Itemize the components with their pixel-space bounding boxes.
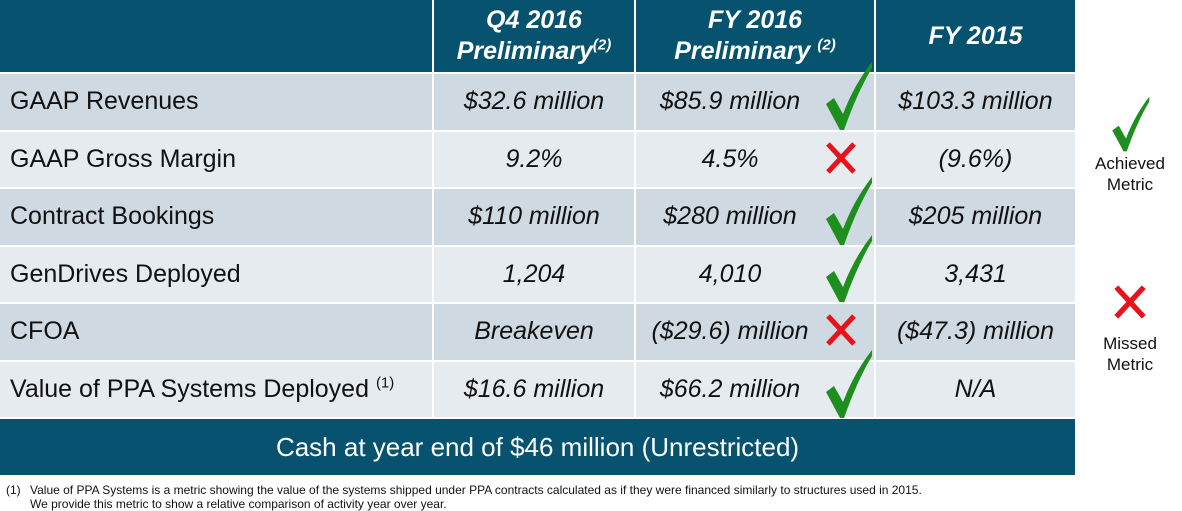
checkmark-icon	[826, 234, 872, 303]
header-fy-2016-note: (2)	[817, 36, 836, 54]
metric-name: Value of PPA Systems Deployed	[10, 374, 369, 403]
metric-name-cell: Contract Bookings	[0, 187, 432, 245]
header-q4-2016-line1: Q4 2016	[486, 6, 582, 34]
header-fy-2016-line1: FY 2016	[707, 6, 803, 34]
table-row: GAAP Revenues $32.6 million $85.9 million $…	[0, 62, 1075, 130]
table-header-row: Q4 2016 Preliminary(2) FY 2016 Prelimina…	[0, 0, 1075, 72]
header-q4-2016-line2: Preliminary	[456, 37, 593, 65]
metric-name: GAAP Gross Margin	[10, 144, 237, 173]
legend-missed-line2: Metric	[1106, 355, 1154, 374]
fy-2015-value: N/A	[874, 359, 1075, 417]
fy-2015-value: 3,431	[874, 244, 1075, 302]
metric-name-cell: GenDrives Deployed	[0, 244, 432, 302]
table-row: Value of PPA Systems Deployed (1) $16.6 m…	[0, 349, 1075, 418]
metric-name-cell: GAAP Revenues	[0, 72, 432, 130]
fy-2016-value: ($29.6) million	[651, 317, 809, 346]
x-mark-icon	[826, 141, 856, 174]
q4-2016-value: 9.2%	[432, 129, 634, 187]
header-fy-2016: FY 2016 Preliminary (2)	[634, 0, 874, 72]
x-mark-icon	[1114, 285, 1146, 319]
q4-2016-value: $110 million	[432, 187, 634, 245]
fy-2016-value: $66.2 million	[659, 374, 801, 403]
footnote: (1) Value of PPA Systems is a metric show…	[6, 483, 922, 511]
metric-name: Contract Bookings	[10, 202, 215, 231]
x-mark-icon	[826, 314, 856, 346]
checkmark-icon	[826, 177, 872, 245]
checkmark-icon	[1112, 96, 1150, 152]
legend-achieved: Achieved Metric	[1080, 95, 1180, 195]
header-fy-2015-label: FY 2015	[928, 21, 1023, 50]
fy-2016-cell: 4,010	[634, 234, 874, 303]
q4-2016-value: $16.6 million	[432, 359, 634, 417]
fy-2016-value: $85.9 million	[659, 87, 801, 116]
fy-2016-cell: $66.2 million	[634, 349, 874, 418]
metrics-table: Q4 2016 Preliminary(2) FY 2016 Prelimina…	[0, 0, 1075, 418]
q4-2016-value: $32.6 million	[432, 72, 634, 130]
legend-missed: Missed Metric	[1080, 283, 1180, 375]
header-q4-2016-note: (2)	[592, 36, 612, 54]
fy-2015-value: $103.3 million	[874, 72, 1075, 130]
header-q4-2016: Q4 2016 Preliminary(2)	[432, 0, 634, 72]
legend-achieved-line1: Achieved	[1095, 154, 1165, 173]
fy-2016-value: 4.5%	[701, 144, 759, 173]
fy-2015-value: ($47.3) million	[874, 302, 1075, 360]
table-row: GenDrives Deployed 1,204 4,010 3,431	[0, 234, 1075, 303]
fy-2016-value: 4,010	[698, 259, 762, 288]
header-fy-2015: FY 2015	[874, 0, 1075, 72]
fy-2016-cell: $85.9 million	[634, 62, 874, 130]
metric-name-cell: Value of PPA Systems Deployed (1)	[0, 359, 432, 417]
fy-2015-value: (9.6%)	[874, 129, 1075, 187]
table-row: CFOA Breakeven ($29.6) million ($47.3) mill…	[0, 302, 1075, 360]
footnote-line1: Value of PPA Systems is a metric showing…	[30, 483, 922, 497]
checkmark-icon	[826, 62, 872, 130]
fy-2016-cell: ($29.6) million	[634, 302, 874, 360]
header-blank-cell	[0, 0, 432, 72]
fy-2015-value: $205 million	[874, 187, 1075, 245]
legend-missed-line1: Missed	[1103, 334, 1157, 353]
metric-name: GAAP Revenues	[10, 87, 199, 116]
header-fy-2016-line2: Preliminary	[674, 37, 811, 65]
metric-name: GenDrives Deployed	[10, 259, 241, 288]
footnote-line2: We provide this metric to show a relativ…	[30, 497, 447, 511]
footnote-marker: (1)	[6, 483, 21, 497]
metric-name: CFOA	[10, 317, 80, 346]
metric-name-cell: CFOA	[0, 302, 432, 360]
legend-achieved-line2: Metric	[1106, 175, 1154, 194]
q4-2016-value: 1,204	[432, 244, 634, 302]
metric-name-cell: GAAP Gross Margin	[0, 129, 432, 187]
metric-note: (1)	[375, 374, 395, 392]
fy-2016-cell: $280 million	[634, 177, 874, 245]
cash-banner: Cash at year end of $46 million (Unrestr…	[0, 419, 1075, 475]
table-row: Contract Bookings $110 million $280 millio…	[0, 177, 1075, 245]
fy-2016-cell: 4.5%	[634, 129, 874, 187]
table-row: GAAP Gross Margin 9.2% 4.5% (9.6%)	[0, 129, 1075, 187]
checkmark-icon	[826, 349, 872, 418]
footnote-line1-row: (1) Value of PPA Systems is a metric show…	[6, 483, 922, 497]
fy-2016-value: $280 million	[663, 202, 797, 231]
q4-2016-value: Breakeven	[432, 302, 634, 360]
